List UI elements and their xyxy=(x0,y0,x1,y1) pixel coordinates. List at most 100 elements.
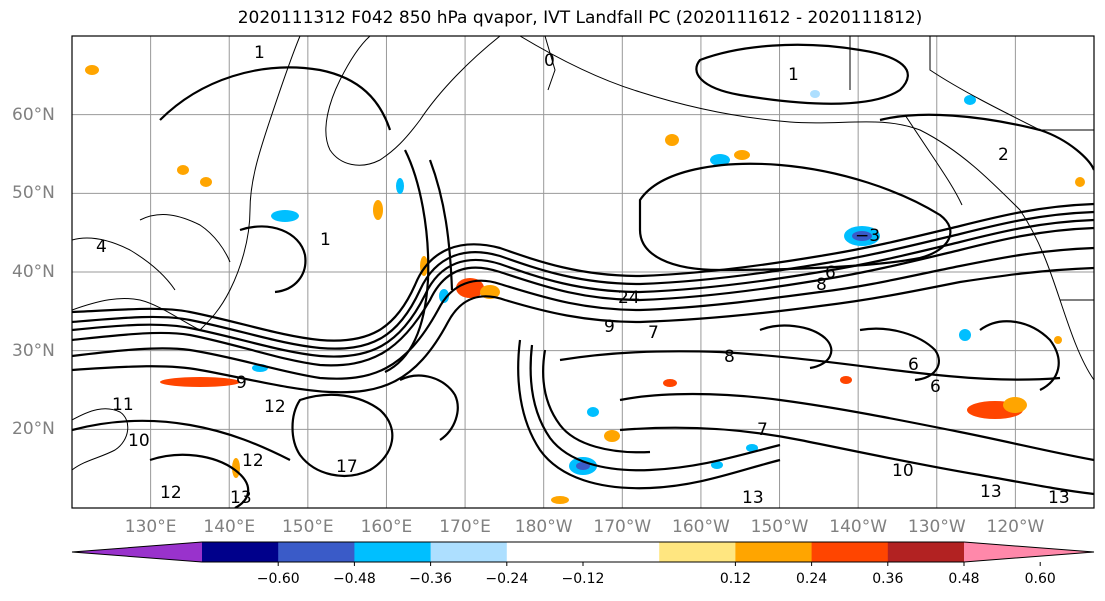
contour-label: 13 xyxy=(980,482,1002,502)
longitude-label: 140°E xyxy=(203,517,255,537)
longitude-label: 160°W xyxy=(672,517,730,537)
colorbar-extend-low xyxy=(72,542,202,562)
contour-label: 17 xyxy=(336,457,358,477)
negative-anomaly-patch xyxy=(439,289,449,303)
longitude-label: 130°E xyxy=(125,517,177,537)
colorbar-tick-label: 0.36 xyxy=(872,571,903,587)
negative-anomaly-patch xyxy=(964,95,976,105)
map-title: 2020111312 F042 850 hPa qvapor, IVT Land… xyxy=(237,8,923,28)
map-frame xyxy=(71,35,1095,509)
colorbar-segment xyxy=(811,542,889,562)
longitude-label: 150°W xyxy=(751,517,809,537)
map-content: 1 1 1 2 −3 6 6 6 7 7 8 8 9 9 10 10 11 12… xyxy=(72,36,1094,508)
longitude-label: 160°E xyxy=(361,517,413,537)
negative-anomaly-patch xyxy=(852,231,872,241)
negative-anomaly-patch xyxy=(711,461,723,469)
colorbar-extend-high xyxy=(964,542,1094,562)
contour-label: 1 xyxy=(254,43,265,63)
colorbar-segment xyxy=(430,542,508,562)
colorbar-tick-label: −0.24 xyxy=(485,571,528,587)
contour-label: 12 xyxy=(242,451,264,471)
latitude-label: 30°N xyxy=(12,341,55,361)
longitude-label: 180°W xyxy=(515,517,573,537)
latitude-label: 60°N xyxy=(12,105,55,125)
colorbar-segment xyxy=(278,542,355,562)
colorbar xyxy=(71,541,1095,563)
positive-anomaly-patch xyxy=(840,376,852,384)
contour-label: 4 xyxy=(96,237,107,257)
contour-label: 24 xyxy=(618,288,640,308)
colorbar-segment xyxy=(735,542,813,562)
contour-label: 9 xyxy=(236,373,247,393)
colorbar-tick-label: 0.12 xyxy=(720,571,751,587)
latitude-label: 40°N xyxy=(12,262,55,282)
contour-label: 11 xyxy=(112,395,134,415)
positive-anomaly-patch xyxy=(1075,177,1085,187)
contour-label: 2 xyxy=(998,145,1009,165)
longitude-label: 170°E xyxy=(439,517,491,537)
positive-anomaly-patch xyxy=(1054,336,1062,344)
colorbar-tick-label: −0.48 xyxy=(333,571,376,587)
contour-label: 6 xyxy=(908,355,919,375)
colorbar-tick-label: −0.60 xyxy=(257,571,300,587)
positive-anomaly-patch xyxy=(373,200,383,220)
positive-anomaly-patch xyxy=(200,177,212,187)
contour-label: −3 xyxy=(855,226,880,246)
negative-anomaly-patch xyxy=(710,154,730,166)
positive-anomaly-patch xyxy=(456,278,484,298)
longitude-label: 140°W xyxy=(829,517,887,537)
contour-label: 13 xyxy=(1048,488,1070,508)
colorbar-segment xyxy=(506,542,584,562)
contour-label: 1 xyxy=(320,230,331,250)
latitude-label: 20°N xyxy=(12,419,55,439)
longitude-label: 120°W xyxy=(987,517,1045,537)
longitude-label: 170°W xyxy=(593,517,651,537)
contour-label: 7 xyxy=(648,323,659,343)
negative-anomaly-patch xyxy=(959,329,971,341)
contour-label: 7 xyxy=(757,420,768,440)
positive-anomaly-patch xyxy=(663,379,677,387)
colorbar-outline xyxy=(71,541,1095,563)
colorbar-tick-label: −0.36 xyxy=(409,571,452,587)
contour-label: 8 xyxy=(724,347,735,367)
colorbar-segment xyxy=(659,542,736,562)
colorbar-tick-label: 0.24 xyxy=(796,571,827,587)
gridlines xyxy=(72,36,1094,508)
colorbar-tick-label: 0.60 xyxy=(1025,571,1056,587)
colorbar-tick-label: 0.48 xyxy=(948,571,979,587)
contour-label: 0 xyxy=(544,51,555,71)
positive-anomaly-patch xyxy=(734,150,750,160)
positive-anomaly-patch xyxy=(85,65,99,75)
contour-label: 10 xyxy=(892,461,914,481)
contour-label: 6 xyxy=(930,377,941,397)
longitude-label: 150°E xyxy=(282,517,334,537)
negative-anomaly-patch xyxy=(587,407,599,417)
positive-anomaly-patch xyxy=(160,377,240,387)
colorbar-segment xyxy=(202,542,279,562)
positive-anomaly-patch xyxy=(551,496,569,504)
longitude-labels: 130°E 140°E 150°E 160°E 170°E 180°W 170°W 160°W… xyxy=(125,517,1045,537)
negative-anomaly-patch xyxy=(810,90,820,98)
positive-anomaly-patch xyxy=(177,165,189,175)
positive-anomaly-patch xyxy=(604,430,620,442)
contour-label: 13 xyxy=(230,488,252,508)
contour-label: 12 xyxy=(264,397,286,417)
negative-anomaly-patch xyxy=(271,210,299,222)
contour-label: 8 xyxy=(816,275,827,295)
contour-label: 12 xyxy=(160,483,182,503)
contour-label: 13 xyxy=(742,488,764,508)
contour-labels: 1 1 1 2 −3 6 6 6 7 7 8 8 9 9 10 10 11 12… xyxy=(96,43,1070,508)
negative-anomaly-patch xyxy=(576,462,590,470)
latitude-label: 50°N xyxy=(12,183,55,203)
colorbar-segment xyxy=(354,542,432,562)
latitude-labels: 60°N 50°N 40°N 30°N 20°N xyxy=(12,105,55,439)
contour-label: 6 xyxy=(825,263,836,283)
contour-label: 1 xyxy=(788,65,799,85)
coastlines xyxy=(72,36,1094,471)
positive-anomaly-patch xyxy=(665,134,679,146)
contour-label: 9 xyxy=(604,317,615,337)
negative-anomaly-patch xyxy=(746,444,758,452)
negative-anomaly-patch xyxy=(396,178,404,194)
colorbar-ticks: −0.60 −0.48 −0.36 −0.24 −0.12 0.12 0.24 0.36 0.4… xyxy=(257,562,1056,587)
